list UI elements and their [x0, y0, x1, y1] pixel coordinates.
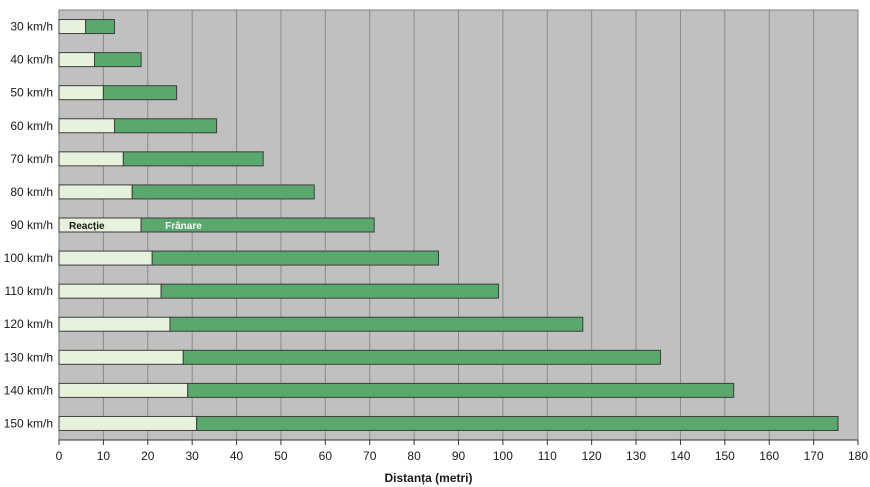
x-tick-label: 40 [230, 449, 244, 463]
bar-braking [169, 316, 584, 332]
bar-reaction [58, 19, 87, 35]
y-tick-label: 110 km/h [5, 284, 53, 298]
bar-reaction [58, 52, 96, 68]
bar-braking [196, 415, 839, 431]
x-tick-label: 140 [670, 449, 690, 463]
y-tick-label: 100 km/h [4, 251, 53, 265]
y-tick-label: 70 km/h [10, 152, 53, 166]
x-tick-label: 90 [452, 449, 466, 463]
y-tick-label: 80 km/h [10, 185, 53, 199]
x-tick-label: 170 [804, 449, 824, 463]
bar-reaction [58, 316, 171, 332]
bar-braking [113, 118, 218, 134]
x-tick-label: 70 [363, 449, 377, 463]
x-tick-label: 30 [185, 449, 199, 463]
y-tick-label: 140 km/h [4, 383, 53, 397]
x-tick-label: 160 [759, 449, 779, 463]
bar-reaction [58, 85, 104, 101]
y-tick-label: 150 km/h [4, 416, 53, 430]
bar-reaction [58, 415, 198, 431]
bar-reaction [58, 184, 133, 200]
bar-braking [160, 283, 499, 299]
bar-braking [187, 382, 735, 398]
x-tick-label: 120 [582, 449, 602, 463]
bar-braking [85, 19, 115, 35]
y-tick-label: 90 km/h [10, 218, 53, 232]
y-tick-label: 50 km/h [10, 86, 53, 100]
bar-reaction [58, 349, 184, 365]
x-tick-label: 20 [141, 449, 155, 463]
bar-reaction [58, 283, 162, 299]
x-tick-label: 130 [626, 449, 646, 463]
x-tick-label: 10 [97, 449, 111, 463]
bar-reaction [58, 151, 124, 167]
y-tick-label: 130 km/h [4, 350, 53, 364]
bar-braking [140, 217, 375, 233]
x-tick-label: 50 [274, 449, 288, 463]
x-tick-label: 180 [848, 449, 868, 463]
series-label: Frânare [165, 221, 202, 232]
x-tick-label: 0 [56, 449, 63, 463]
x-tick-label: 100 [493, 449, 513, 463]
category-labels: 30 km/h 40 km/h 50 km/h 60 km/h 70 km/h 80 km… [4, 20, 53, 431]
x-axis: 0 10 20 30 40 50 60 70 80 90 100 110 120 130 140 150 160… [56, 439, 868, 463]
bar-braking [131, 184, 315, 200]
x-tick-label: 80 [407, 449, 421, 463]
bar-braking [94, 52, 142, 68]
bar-braking [122, 151, 264, 167]
bars: Reacție Frânare [58, 19, 839, 431]
bar-braking [102, 85, 178, 101]
y-tick-label: 120 km/h [4, 317, 53, 331]
bar-reaction [58, 382, 189, 398]
y-tick-label: 60 km/h [10, 119, 53, 133]
x-tick-label: 60 [319, 449, 333, 463]
x-tick-label: 110 [538, 449, 557, 463]
x-tick-label: 150 [715, 449, 735, 463]
bar-reaction [58, 118, 115, 134]
bar-braking [182, 349, 661, 365]
bar-braking [151, 250, 440, 266]
y-tick-label: 30 km/h [10, 20, 53, 34]
y-tick-label: 40 km/h [10, 53, 53, 67]
gridlines [102, 10, 815, 440]
bar-reaction [58, 250, 153, 266]
series-label: Reacție [69, 221, 105, 232]
x-axis-title: Distanța (metri) [384, 471, 472, 485]
